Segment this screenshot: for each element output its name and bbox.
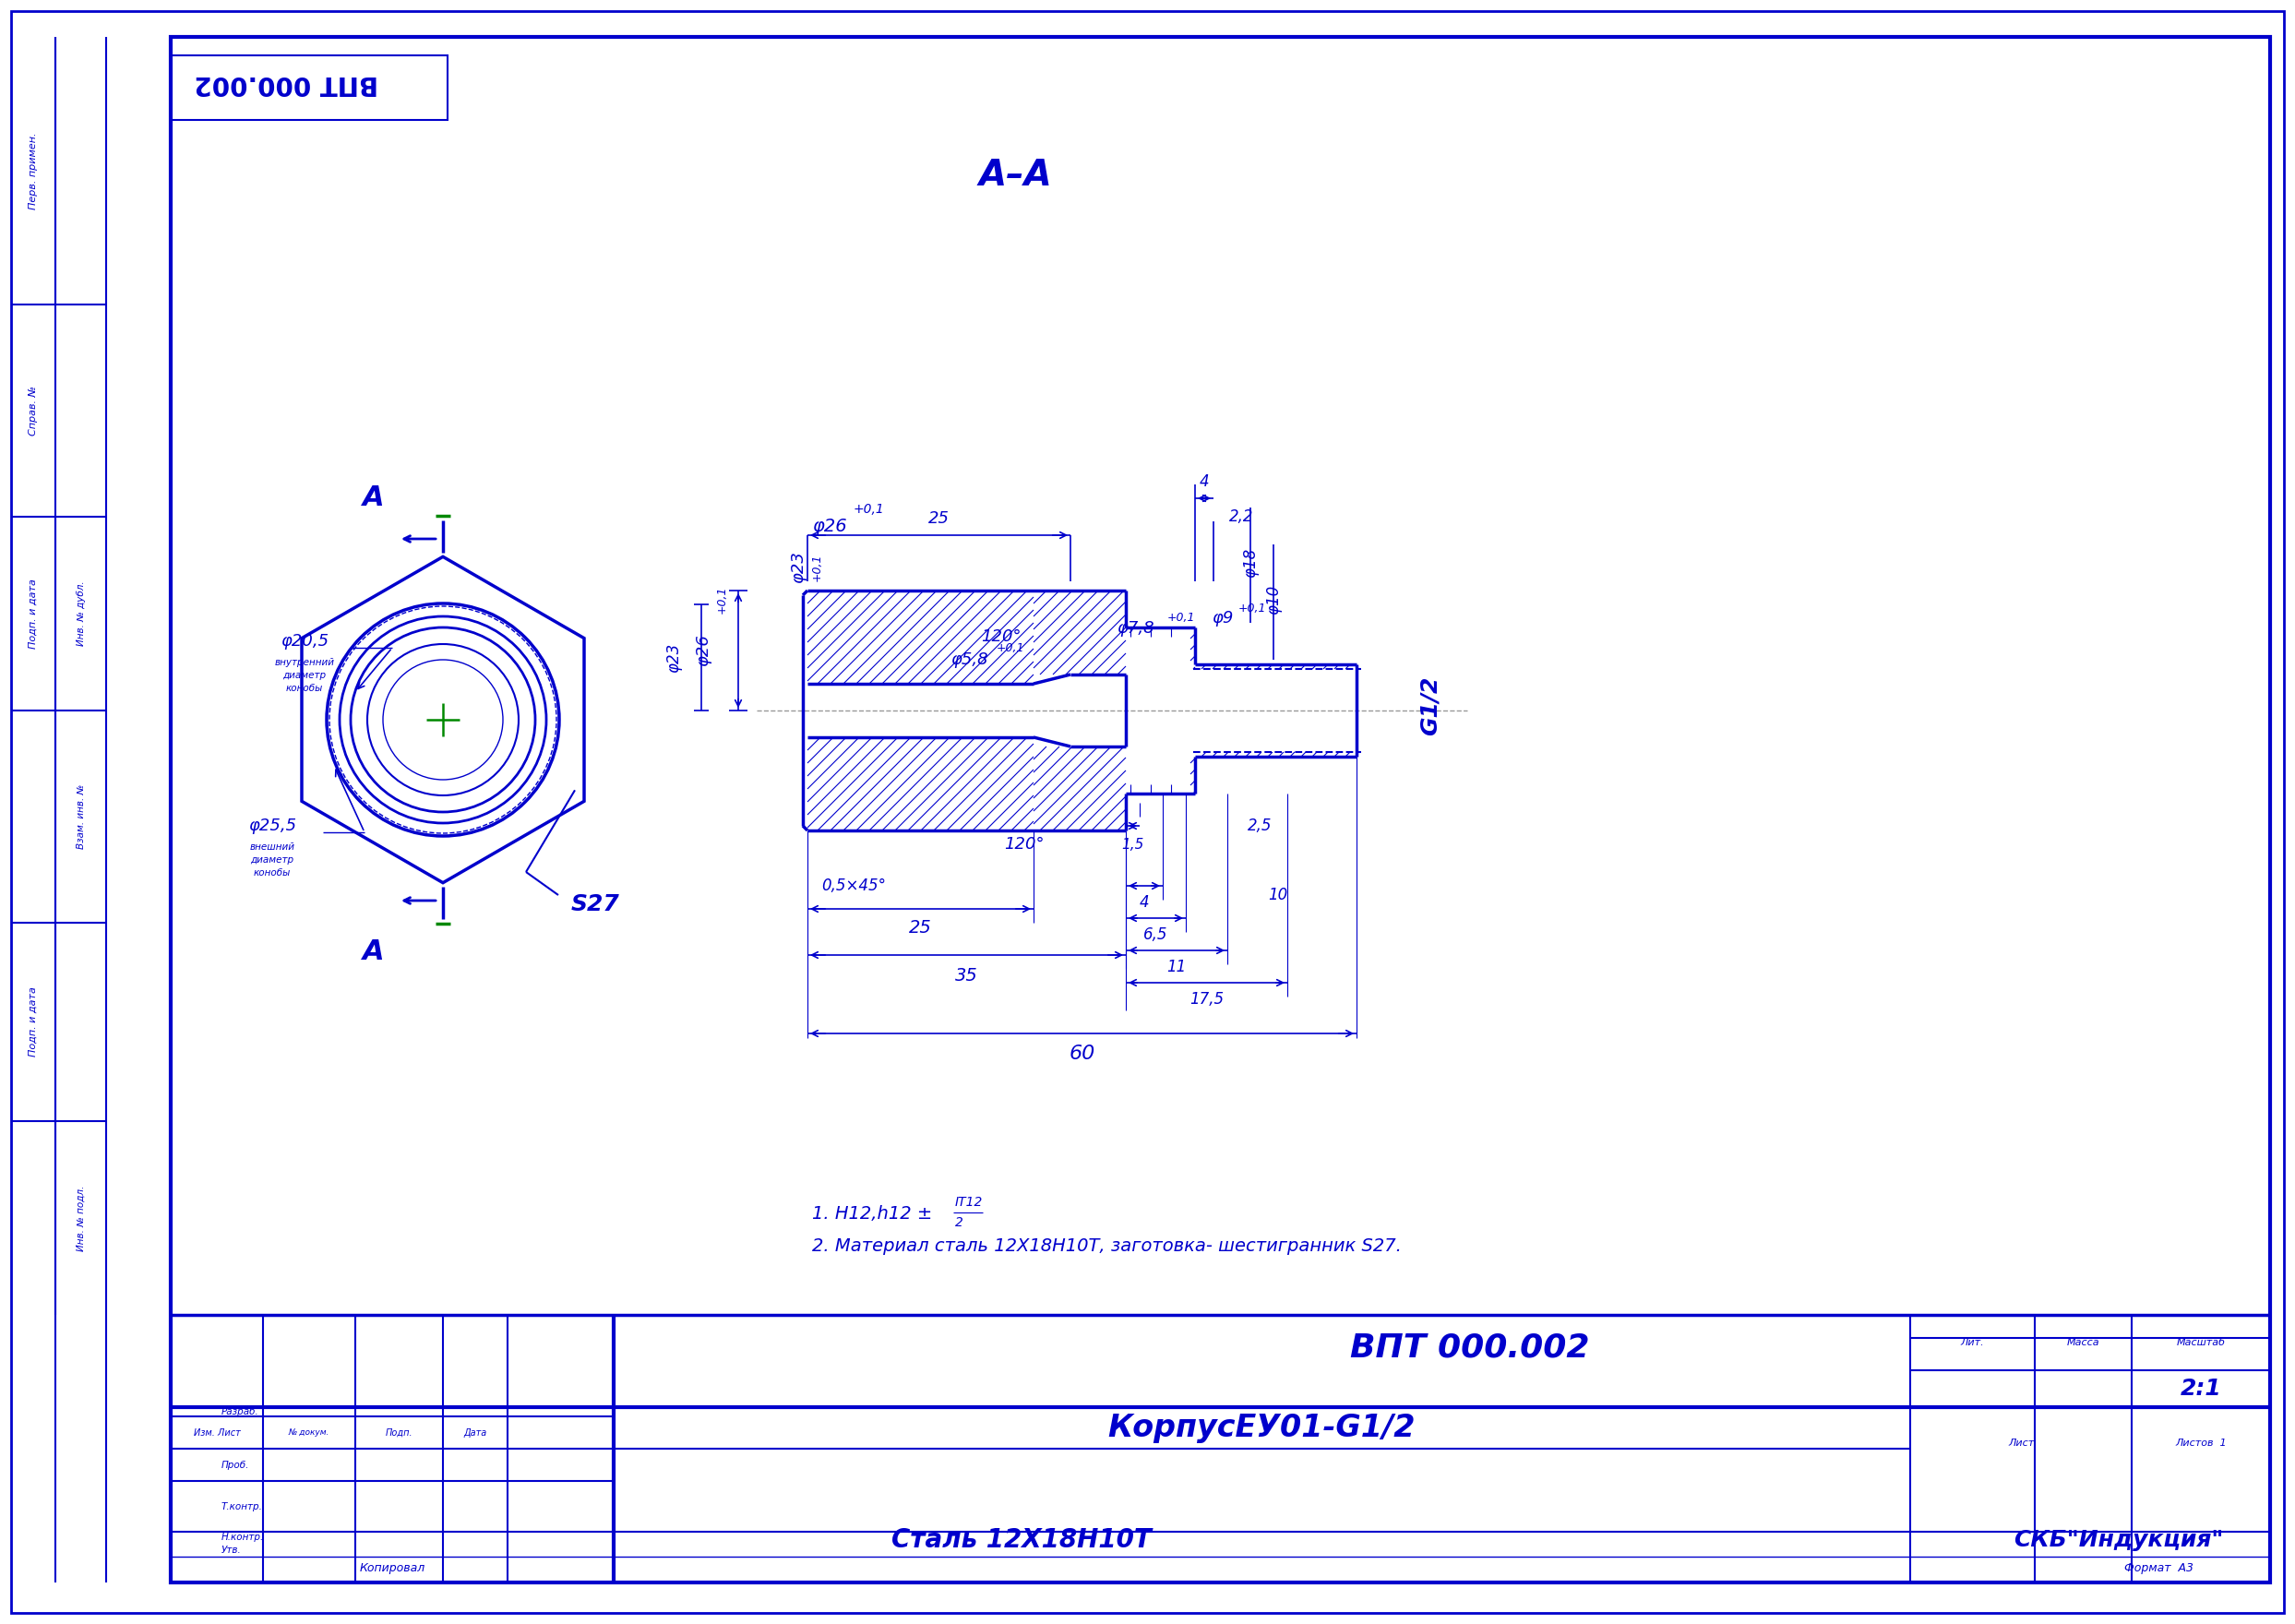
Text: Дата: Дата (464, 1427, 487, 1437)
Text: φ18: φ18 (1242, 547, 1258, 578)
Text: 1,5: 1,5 (1122, 838, 1143, 851)
Text: Лит.: Лит. (1960, 1338, 1985, 1348)
Text: +0,1: +0,1 (1239, 603, 1267, 614)
Text: 60: 60 (1069, 1044, 1095, 1064)
Text: Формат  А3: Формат А3 (2125, 1562, 2194, 1574)
Text: Перв. примен.: Перв. примен. (28, 132, 37, 209)
Text: 10: 10 (1269, 887, 1287, 903)
Text: Копировал: Копировал (360, 1562, 425, 1574)
Text: 0,5×45°: 0,5×45° (822, 877, 886, 895)
Text: φ23: φ23 (789, 552, 806, 583)
Text: S27: S27 (571, 893, 620, 916)
Text: +0,1: +0,1 (996, 641, 1026, 654)
Text: φ9: φ9 (1212, 611, 1232, 627)
Text: φ5,8: φ5,8 (950, 651, 987, 667)
Text: диаметр: диаметр (250, 856, 294, 864)
Text: диаметр: диаметр (282, 671, 326, 680)
Text: Н.контр.: Н.контр. (223, 1531, 264, 1541)
Text: внутренний: внутренний (275, 658, 335, 667)
Text: φ26: φ26 (695, 635, 711, 666)
Text: КорпусЕУ01-G1/2: КорпусЕУ01-G1/2 (1108, 1413, 1416, 1444)
Text: Листов  1: Листов 1 (2176, 1439, 2226, 1447)
Text: 4: 4 (1138, 895, 1150, 911)
Text: Масса: Масса (2068, 1338, 2100, 1348)
Text: 2,2: 2,2 (1228, 508, 1253, 525)
Text: Подп. и дата: Подп. и дата (28, 578, 37, 648)
Text: G1/2: G1/2 (1418, 676, 1441, 736)
Text: IT12: IT12 (955, 1195, 982, 1208)
Text: 6,5: 6,5 (1143, 926, 1168, 944)
Text: Масштаб: Масштаб (2176, 1338, 2226, 1348)
Text: Инв. № дубл.: Инв. № дубл. (76, 581, 85, 646)
Text: СКБ"Индукция": СКБ"Индукция" (2013, 1528, 2224, 1551)
Text: φ23: φ23 (666, 643, 682, 672)
Text: 25: 25 (929, 510, 950, 526)
Text: 17,5: 17,5 (1189, 991, 1223, 1007)
Text: конобы: конобы (287, 684, 324, 693)
Text: 2:1: 2:1 (2180, 1377, 2222, 1400)
Text: Подп. и дата: Подп. и дата (28, 987, 37, 1057)
Text: № докум.: № докум. (289, 1429, 330, 1437)
Text: Инв. № подл.: Инв. № подл. (76, 1186, 85, 1250)
Text: Взам. инв. №: Взам. инв. № (76, 784, 85, 849)
Text: φ20,5: φ20,5 (280, 633, 328, 650)
Text: +0,1: +0,1 (810, 554, 822, 581)
Text: А: А (363, 939, 386, 965)
Text: +0,1: +0,1 (1168, 611, 1196, 624)
Text: 120°: 120° (982, 628, 1021, 645)
Text: Утв.: Утв. (223, 1546, 241, 1554)
Text: Сталь 12Х18Н10Т: Сталь 12Х18Н10Т (890, 1527, 1152, 1553)
Bar (170, 55, 448, 120)
Text: А–А: А–А (978, 158, 1051, 193)
Text: 2. Материал сталь 12Х18Н10Т, заготовка- шестигранник S27.: 2. Материал сталь 12Х18Н10Т, заготовка- … (812, 1237, 1402, 1254)
Text: φ26: φ26 (812, 516, 847, 534)
Text: ВПТ 000.002: ВПТ 000.002 (1349, 1332, 1590, 1363)
Text: 11: 11 (1166, 958, 1187, 976)
Text: Проб.: Проб. (223, 1460, 250, 1470)
Text: 4: 4 (1200, 473, 1209, 490)
Text: Подп.: Подп. (386, 1427, 413, 1437)
Text: 2,5: 2,5 (1248, 817, 1271, 835)
Text: 120°: 120° (1005, 836, 1044, 853)
Text: конобы: конобы (252, 869, 291, 877)
Text: внешний: внешний (250, 843, 294, 851)
Text: φ25,5: φ25,5 (248, 817, 296, 835)
Text: φ10: φ10 (1265, 585, 1283, 614)
Text: Разраб.: Разраб. (223, 1406, 259, 1416)
Text: Лист: Лист (2008, 1439, 2033, 1447)
Text: +0,1: +0,1 (716, 586, 728, 614)
Text: Изм. Лист: Изм. Лист (193, 1427, 241, 1437)
Text: +0,1: +0,1 (854, 503, 886, 516)
Text: 2: 2 (955, 1216, 964, 1229)
Text: Справ. №: Справ. № (28, 385, 37, 435)
Text: 35: 35 (955, 966, 978, 984)
Text: А: А (363, 484, 386, 510)
Text: Т.контр.: Т.контр. (223, 1502, 264, 1510)
Text: 1. Н12,h12 ±: 1. Н12,h12 ± (812, 1205, 932, 1223)
Text: 25: 25 (909, 919, 932, 935)
Text: ВПТ 000.002: ВПТ 000.002 (195, 70, 379, 96)
Text: φ7,8: φ7,8 (1118, 620, 1154, 637)
